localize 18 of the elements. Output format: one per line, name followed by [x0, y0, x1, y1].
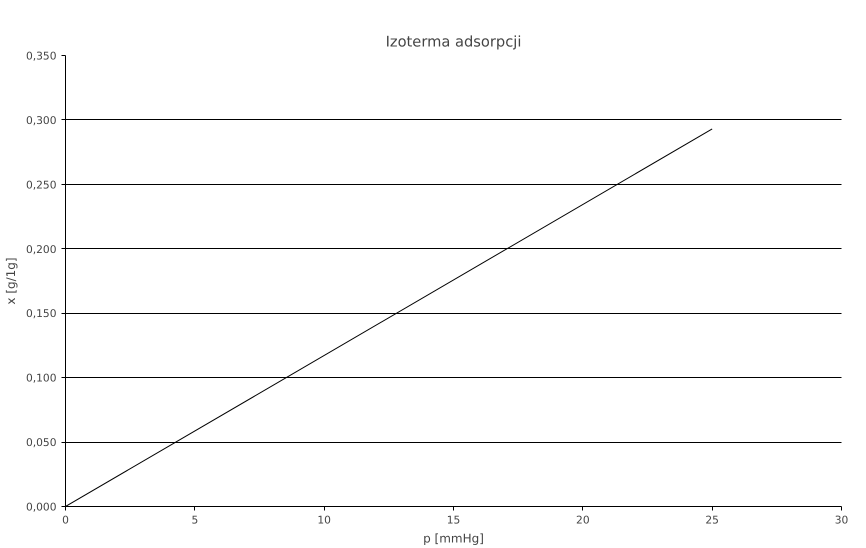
y-tick-label: 0,200: [26, 242, 57, 256]
chart-title: Izoterma adsorpcji: [386, 34, 522, 50]
y-axis-title: x [g/1g]: [4, 257, 18, 305]
x-tick-label: 5: [191, 514, 198, 526]
y-tick-label: 0,300: [26, 114, 57, 127]
x-tick-label: 25: [705, 514, 719, 526]
y-tick-label: 0,050: [26, 436, 57, 450]
x-tick-label: 30: [834, 514, 848, 526]
y-tick-label: 0,250: [26, 178, 57, 192]
x-axis-title: p [mmHg]: [423, 532, 484, 546]
x-tick-label: 0: [62, 514, 70, 526]
y-tick-label: 0,000: [26, 500, 57, 514]
y-tick-label: 0,350: [26, 50, 57, 62]
x-tick-label: 10: [317, 514, 332, 526]
x-tick-label: 20: [576, 514, 590, 526]
y-tick-label: 0,150: [26, 307, 57, 320]
x-tick-label: 15: [446, 514, 460, 526]
y-tick-label: 0,100: [26, 372, 57, 385]
